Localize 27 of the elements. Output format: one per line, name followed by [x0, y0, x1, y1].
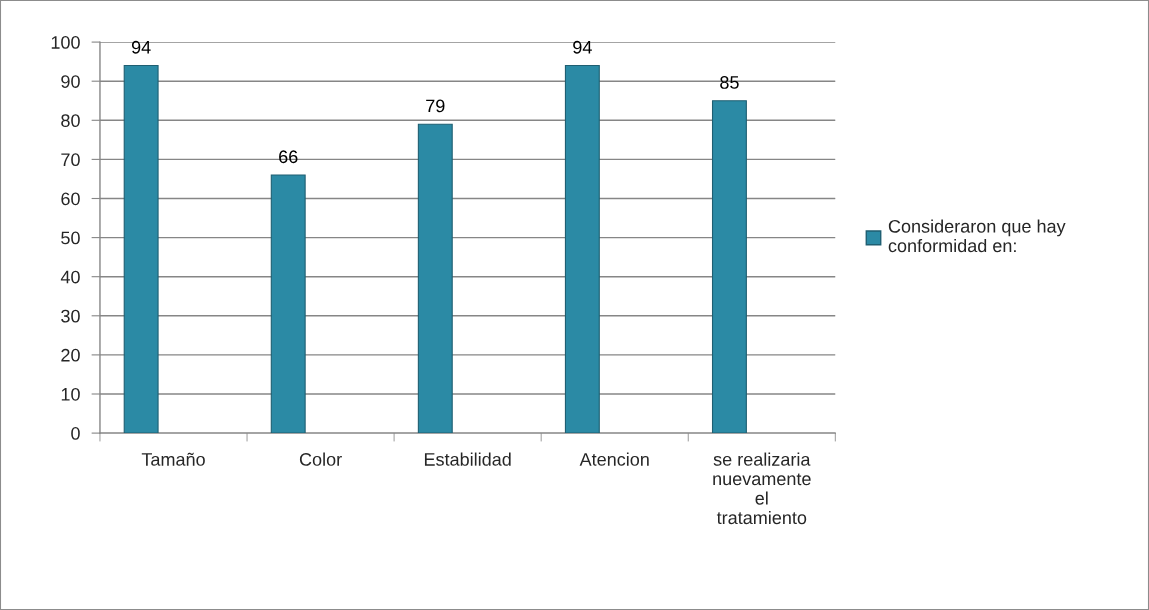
x-tick-label: Atencion — [579, 452, 649, 466]
data-label: 94 — [131, 40, 151, 54]
y-tick-label: 30 — [61, 309, 80, 323]
bar — [417, 123, 453, 434]
data-label: 85 — [720, 76, 739, 89]
bar — [564, 64, 600, 434]
x-tick-label: se realizaria nuevamente el tratamiento — [713, 452, 811, 525]
x-tick-label: Tamaño — [141, 452, 205, 466]
y-tick-label: 100 — [51, 36, 80, 49]
x-tick-label: Estabilidad — [424, 452, 511, 466]
y-tick-label: 60 — [61, 192, 80, 206]
x-tick-label: Color — [299, 452, 342, 466]
y-tick-label: 10 — [61, 387, 80, 401]
bar — [123, 64, 159, 434]
legend-label: Consideraron que hay conformidad en: — [888, 219, 1066, 253]
bar — [270, 174, 306, 434]
bar — [711, 100, 747, 434]
data-label: 66 — [279, 150, 298, 164]
y-tick-label: 40 — [60, 270, 80, 284]
y-tick-label: 20 — [61, 348, 80, 362]
y-tick-label: 90 — [61, 75, 80, 88]
data-label: 79 — [426, 99, 445, 113]
data-label: 94 — [573, 40, 592, 54]
y-tick-label: 50 — [61, 231, 80, 245]
y-tick-label: 80 — [61, 114, 80, 128]
y-tick-label: 0 — [71, 427, 80, 440]
y-tick-label: 70 — [61, 153, 80, 167]
